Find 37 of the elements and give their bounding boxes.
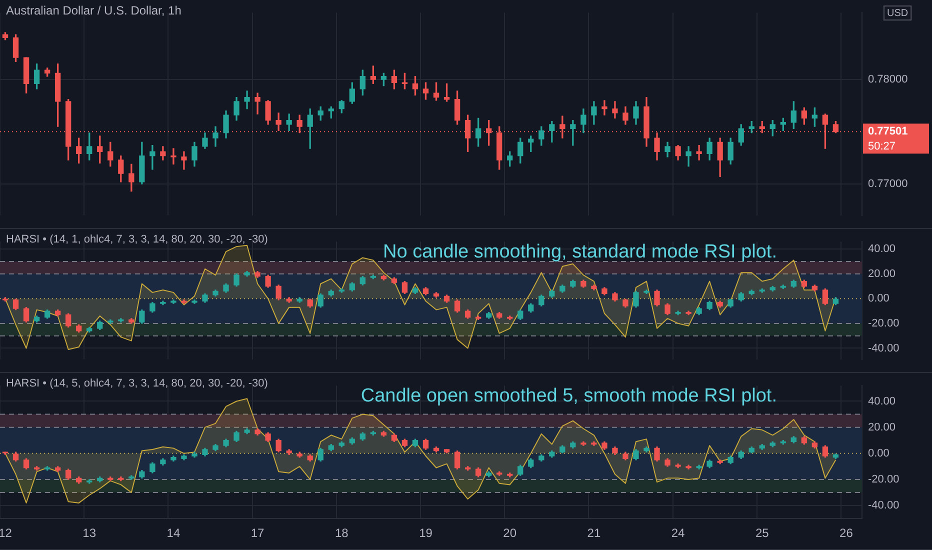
chart-title: HARSI • (14, 5, ohlc4, 7, 3, 3, 14, 80, 20, 30, -20, -30) (6, 378, 268, 390)
x-tick-label: 17 (250, 526, 265, 540)
y-tick-label: 40.00 (868, 395, 896, 408)
y-tick-label: -20.00 (868, 474, 900, 486)
y-tick-label: 0.00 (868, 292, 890, 305)
x-tick-label: 25 (755, 526, 770, 540)
x-tick-label: 20 (503, 526, 517, 540)
y-tick-label: 20.00 (868, 421, 896, 434)
candlestick (602, 100, 608, 116)
candlestick (696, 145, 702, 160)
candlestick (254, 92, 260, 114)
y-tick-label: -20.00 (868, 317, 900, 330)
y-tick-label: 20.00 (868, 268, 896, 280)
candlestick (150, 145, 156, 170)
x-tick-label: 26 (840, 526, 854, 540)
x-tick-label: 13 (82, 526, 96, 540)
x-tick-label: 21 (587, 526, 601, 540)
y-tick-label: 40.00 (868, 243, 896, 256)
candlestick (686, 146, 692, 167)
text: USD (887, 8, 908, 19)
y-tick-label: -40.00 (868, 500, 900, 512)
y-tick-label: 0.77000 (868, 178, 908, 190)
x-tick-label: 18 (334, 526, 349, 540)
annotation: Candle open smoothed 5, smooth mode RSI plot. (360, 386, 777, 407)
x-tick-label: 24 (671, 526, 686, 540)
chart-title: HARSI • (14, 1, ohlc4, 7, 3, 3, 14, 80, 20, 30, -20, -30) (6, 234, 268, 246)
text: 50:27 (868, 140, 896, 153)
chart-title: Australian Dollar / U.S. Dollar, 1h (6, 3, 182, 18)
x-tick-label: 19 (419, 526, 433, 540)
x-tick-label: 14 (166, 526, 180, 540)
candlestick (181, 151, 187, 170)
candlestick (170, 148, 176, 165)
y-tick-label: -40.00 (868, 342, 900, 354)
y-tick-label: 0.78000 (868, 74, 908, 86)
y-tick-label: 0.00 (868, 447, 890, 460)
annotation: No candle smoothing, standard mode RSI plot. (383, 242, 777, 263)
ref-line-label: 0.77501 (868, 126, 908, 138)
